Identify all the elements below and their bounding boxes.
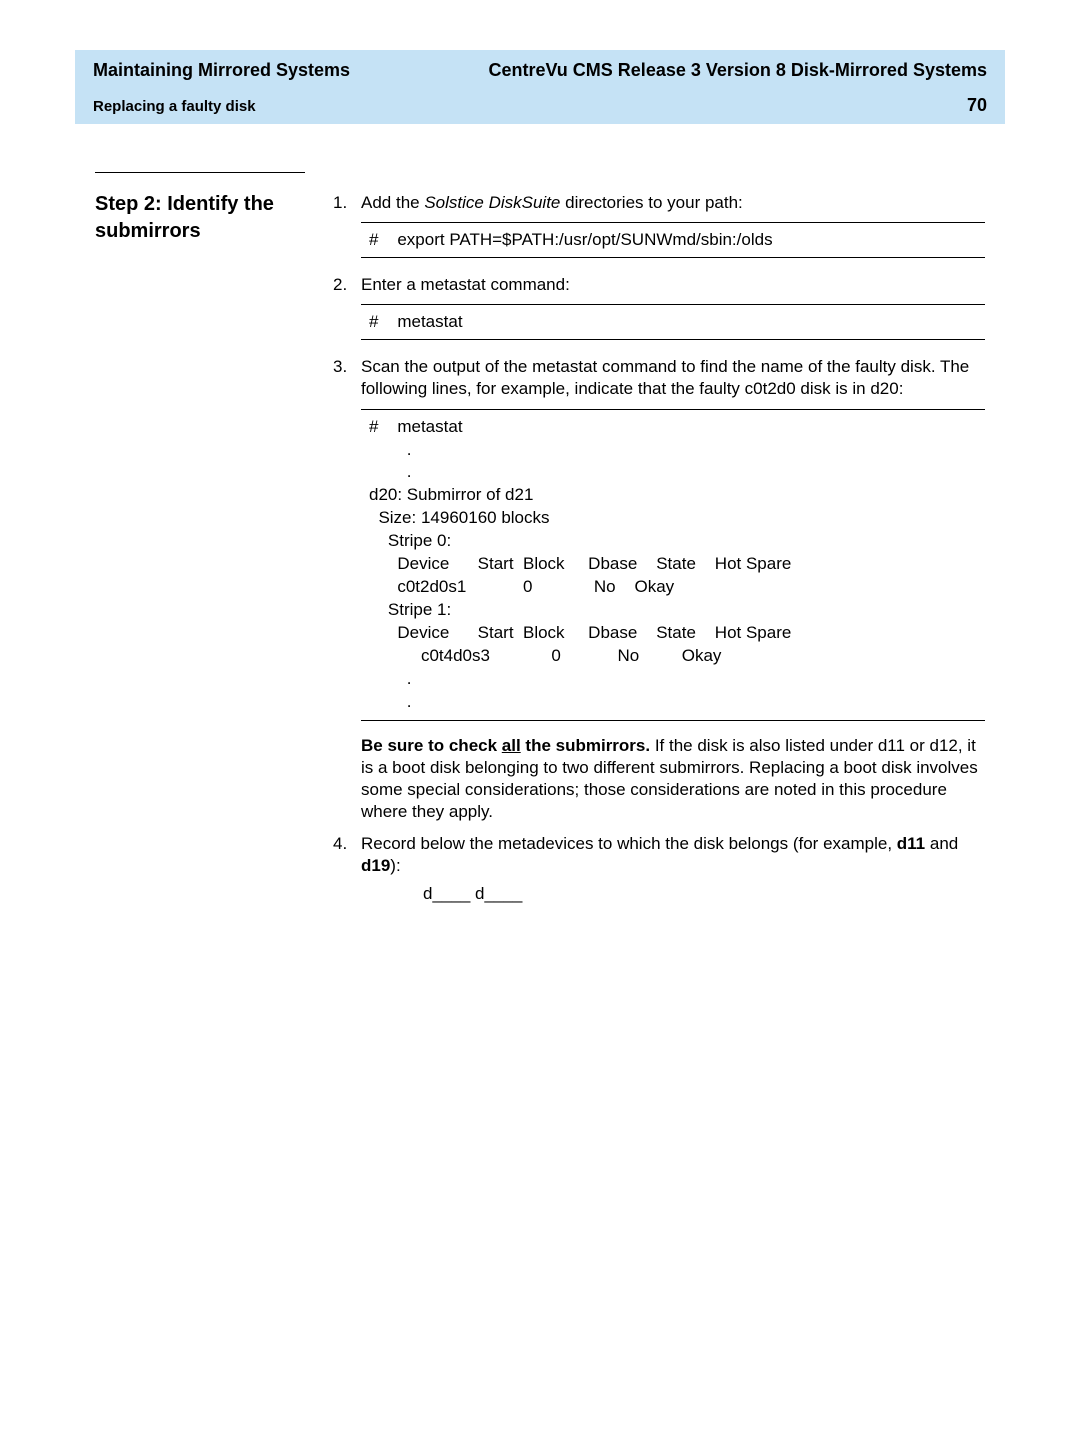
item4-mid: and xyxy=(925,834,958,853)
command-block-2: # metastat xyxy=(361,304,985,340)
record-line: d____ d____ xyxy=(423,883,985,905)
header-right-title: CentreVu CMS Release 3 Version 8 Disk-Mi… xyxy=(488,60,987,81)
list-item-3: 3. Scan the output of the metastat comma… xyxy=(333,356,985,400)
page-header: Maintaining Mirrored Systems CentreVu CM… xyxy=(75,50,1005,124)
item4-b2: d19 xyxy=(361,856,390,875)
left-column: Step 2: Identify the submirrors xyxy=(95,172,305,905)
list-number: 3. xyxy=(333,356,361,400)
list-body: Record below the metadevices to which th… xyxy=(361,833,985,877)
content-area: Step 2: Identify the submirrors 1. Add t… xyxy=(95,172,985,905)
step-title: Step 2: Identify the submirrors xyxy=(95,172,305,245)
list-body: Enter a metastat command: xyxy=(361,274,985,296)
right-column: 1. Add the Solstice DiskSuite directorie… xyxy=(333,172,985,905)
item4-b1: d11 xyxy=(897,834,925,853)
list-number: 2. xyxy=(333,274,361,296)
item4-post: ): xyxy=(390,856,400,875)
list-item-4: 4. Record below the metadevices to which… xyxy=(333,833,985,877)
item1-text-pre: Add the xyxy=(361,193,424,212)
note-block: Be sure to check all the submirrors. If … xyxy=(361,735,985,823)
page-number: 70 xyxy=(967,95,987,116)
header-subtitle: Replacing a faulty disk xyxy=(93,98,256,115)
list-item-2: 2. Enter a metastat command: xyxy=(333,274,985,296)
list-number: 1. xyxy=(333,192,361,214)
header-left-title: Maintaining Mirrored Systems xyxy=(93,60,350,81)
note-bold-post: the submirrors. xyxy=(521,736,650,755)
list-body: Scan the output of the metastat command … xyxy=(361,356,985,400)
item4-pre: Record below the metadevices to which th… xyxy=(361,834,897,853)
header-row-2: Replacing a faulty disk 70 xyxy=(93,95,987,116)
note-bold-underline: all xyxy=(502,736,521,755)
header-row-1: Maintaining Mirrored Systems CentreVu CM… xyxy=(93,60,987,81)
item1-italic: Solstice DiskSuite xyxy=(424,193,560,212)
list-number: 4. xyxy=(333,833,361,877)
note-bold-pre: Be sure to check xyxy=(361,736,502,755)
output-block: # metastat . . d20: Submirror of d21 Siz… xyxy=(361,409,985,721)
list-item-1: 1. Add the Solstice DiskSuite directorie… xyxy=(333,192,985,214)
command-block-1: # export PATH=$PATH:/usr/opt/SUNWmd/sbin… xyxy=(361,222,985,258)
list-body: Add the Solstice DiskSuite directories t… xyxy=(361,192,985,214)
item1-text-post: directories to your path: xyxy=(560,193,742,212)
